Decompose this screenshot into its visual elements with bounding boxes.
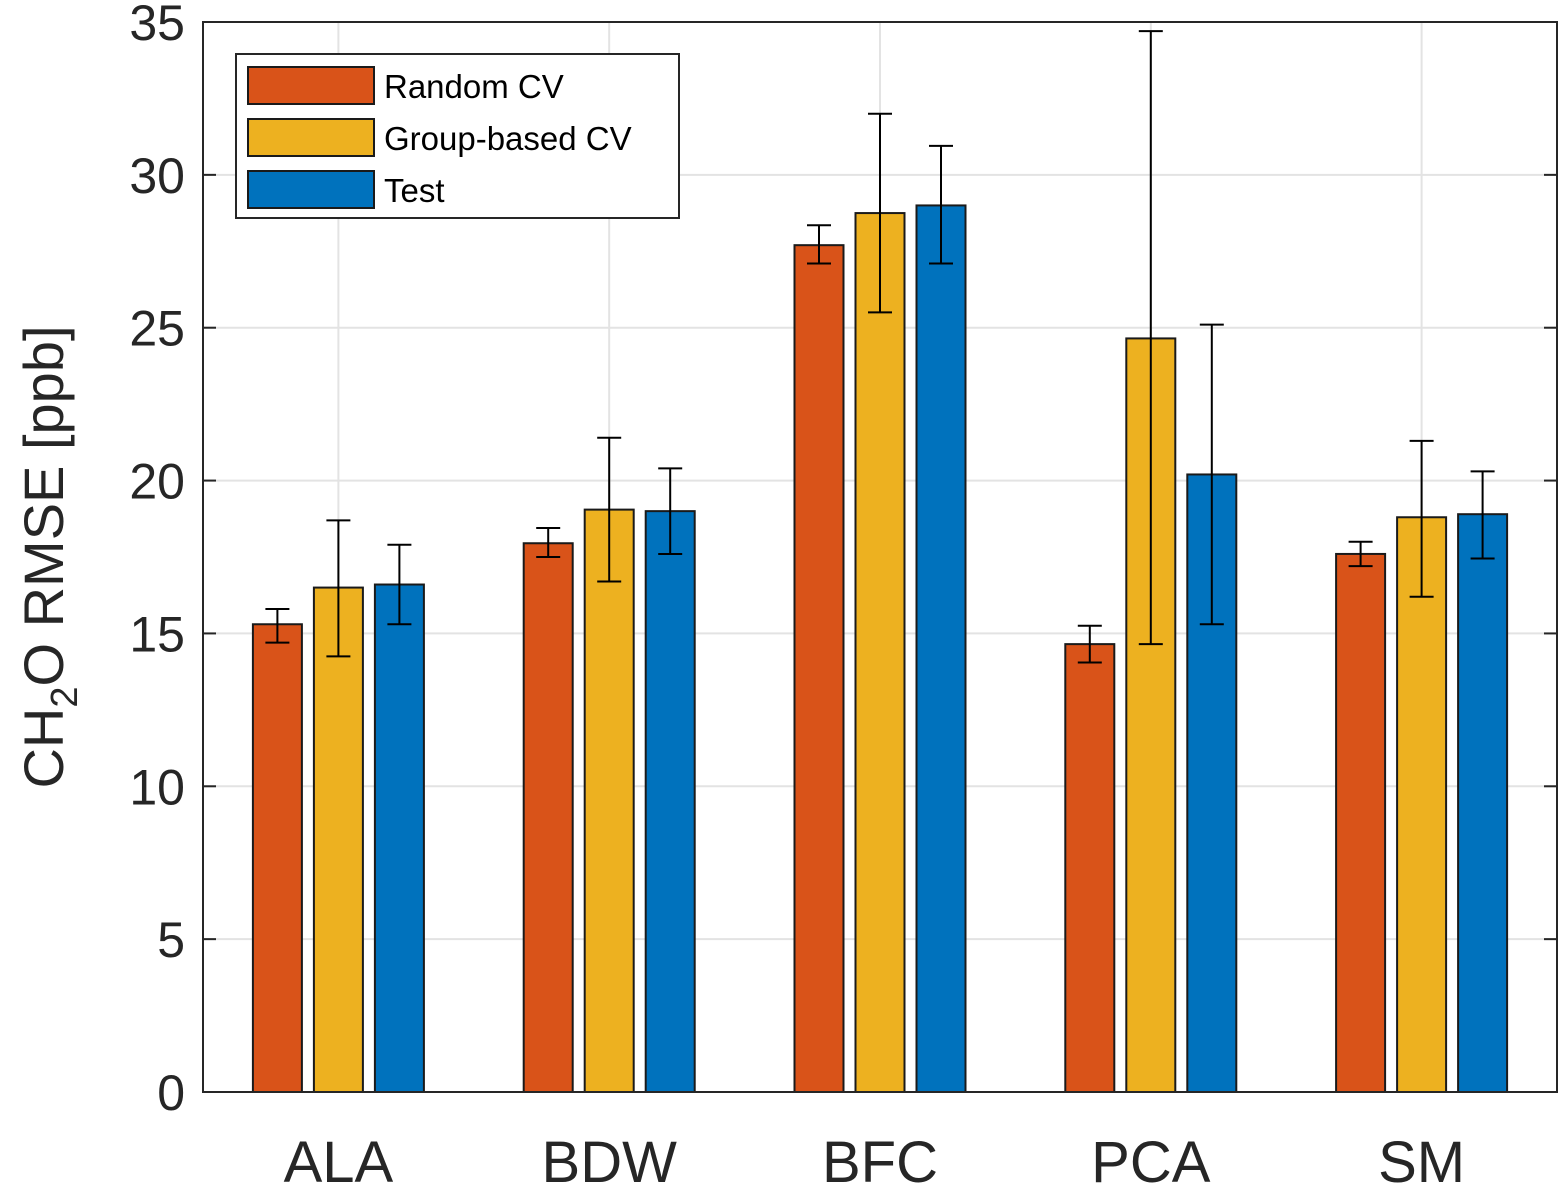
bar-random-cv-sm <box>1335 552 1387 1093</box>
bar-group-based-cv-bfc <box>854 212 906 1094</box>
x-tick-labels: ALA BDW BFC PCA SM <box>284 1130 1466 1184</box>
x-tick-label-bfc: BFC <box>822 1130 938 1184</box>
bars <box>251 204 1509 1094</box>
y-tick-label: 35 <box>129 0 185 51</box>
y-tick-label: 20 <box>129 454 185 510</box>
y-axis-label: CH2O RMSE [ppb] <box>12 325 86 788</box>
y-axis-label-suffix: O RMSE [ppb] <box>12 325 75 686</box>
bar-group-based-cv-ala <box>312 586 364 1093</box>
x-tick-label-bdw: BDW <box>542 1130 678 1184</box>
legend-label-random-cv: Random CV <box>384 68 564 105</box>
bar-test-bdw <box>644 510 696 1093</box>
axes <box>202 21 1558 1093</box>
legend-label-test: Test <box>384 172 445 209</box>
bar-test-bfc <box>915 204 967 1093</box>
error-bars <box>265 30 1495 664</box>
y-tick-label: 25 <box>129 301 185 357</box>
bar-random-cv-bfc <box>793 244 845 1093</box>
axes-box <box>202 21 1558 1093</box>
y-tick-label: 0 <box>157 1065 185 1121</box>
legend-swatch-test <box>247 170 375 209</box>
legend-label-group-based-cv: Group-based CV <box>384 120 632 157</box>
y-tick-label: 5 <box>157 912 185 968</box>
legend: Random CV Group-based CV Test <box>235 53 680 219</box>
x-tick-label-sm: SM <box>1378 1130 1465 1184</box>
bar-random-cv-pca <box>1064 643 1116 1094</box>
bar-group-based-cv-bdw <box>583 508 635 1094</box>
y-tick-label: 10 <box>129 759 185 815</box>
y-tick-label: 15 <box>129 606 185 662</box>
y-tick-label: 30 <box>129 148 185 204</box>
bar-random-cv-ala <box>251 623 303 1093</box>
x-tick-label-ala: ALA <box>284 1130 394 1184</box>
bar-test-ala <box>373 583 425 1093</box>
y-tick-labels: 0 5 10 15 20 25 30 35 <box>129 0 185 1121</box>
legend-swatch-group-based-cv <box>247 118 375 157</box>
bar-test-sm <box>1457 513 1509 1093</box>
x-tick-label-pca: PCA <box>1091 1130 1211 1184</box>
legend-swatch-random-cv <box>247 66 375 105</box>
bar-random-cv-bdw <box>522 542 574 1093</box>
bar-group-based-cv-sm <box>1396 516 1448 1093</box>
y-axis-label-subscript: 2 <box>44 687 86 708</box>
y-axis-label-prefix: CH <box>12 708 75 789</box>
